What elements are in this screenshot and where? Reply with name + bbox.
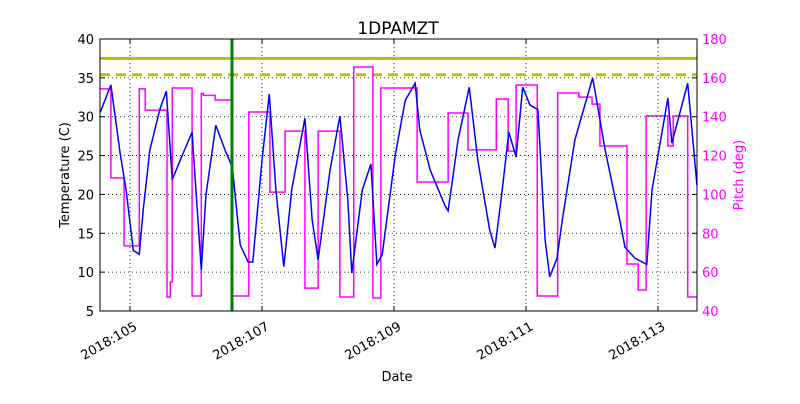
y2-tick-label: 180 xyxy=(702,33,727,48)
y-tick-label: 40 xyxy=(77,33,94,48)
y-tick-label: 5 xyxy=(86,305,94,320)
y2-tick-label: 160 xyxy=(702,72,727,87)
y2-axis-label: Pitch (deg) xyxy=(732,140,747,210)
x-axis-label: Date xyxy=(381,370,412,385)
x-tick-label: 2018:107 xyxy=(211,319,272,363)
plot-area: 2018:105 2018:107 2018:109 2018:111 2018:113… xyxy=(77,33,726,364)
y2-tick-label: 40 xyxy=(702,305,719,320)
y2-tick-label: 120 xyxy=(702,150,727,165)
x-tick-label: 2018:113 xyxy=(607,319,668,363)
y-axis-label: Temperature (C) xyxy=(58,122,73,229)
y-tick-label: 25 xyxy=(77,150,94,165)
y-tick-label: 20 xyxy=(77,188,94,203)
temperature-series-line xyxy=(99,77,698,278)
y2-tick-label: 60 xyxy=(702,266,719,281)
plot-frame xyxy=(99,38,698,312)
y-tick-label: 35 xyxy=(77,72,94,87)
y2-tick-label: 140 xyxy=(702,111,727,126)
x-tick-label: 2018:111 xyxy=(475,319,536,363)
x-tick-label: 2018:109 xyxy=(343,319,404,363)
pitch-series-line xyxy=(100,66,697,299)
y-tick-label: 10 xyxy=(77,266,94,281)
x-tick-label: 2018:105 xyxy=(79,319,140,363)
y2-tick-label: 100 xyxy=(702,188,727,203)
y-tick-label: 15 xyxy=(77,227,94,242)
y-tick-label: 30 xyxy=(77,111,94,126)
chart-title: 1DPAMZT xyxy=(357,19,439,39)
y2-tick-label: 80 xyxy=(702,227,719,242)
